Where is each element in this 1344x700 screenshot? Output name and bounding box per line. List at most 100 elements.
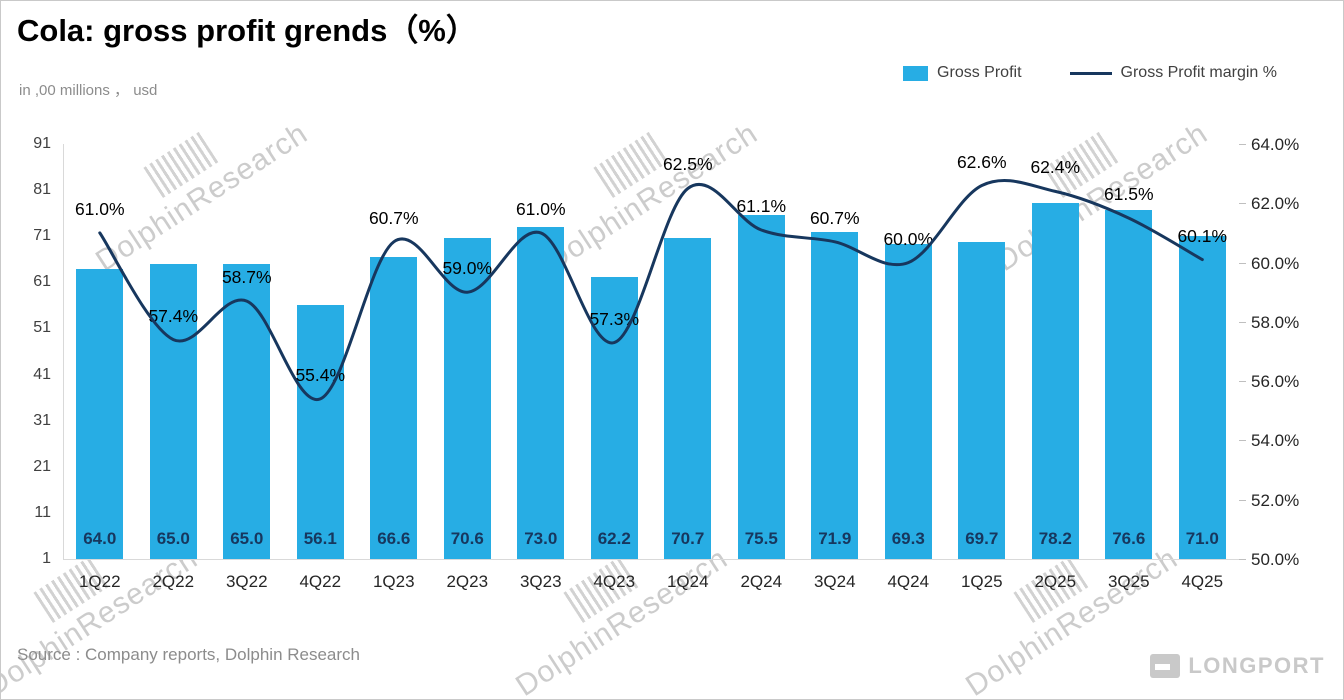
- right-axis-tick: [1239, 321, 1246, 323]
- margin-point-label: 62.6%: [956, 151, 1007, 172]
- margin-point-label: 60.1%: [1177, 225, 1228, 246]
- y-axis-line: [63, 144, 64, 559]
- right-axis-tick-label: 52.0%: [1251, 490, 1300, 510]
- margin-point-label: 60.7%: [368, 207, 419, 228]
- x-axis-label: 4Q24: [887, 572, 930, 591]
- bar-value-label: 75.5: [744, 529, 778, 548]
- x-axis-label: 4Q25: [1181, 572, 1224, 591]
- bar-value-label: 69.3: [891, 529, 925, 548]
- x-axis-label: 1Q25: [960, 572, 1003, 591]
- right-axis-tick: [1239, 144, 1246, 145]
- margin-point-label: 55.4%: [295, 364, 346, 385]
- margin-point-label: 62.5%: [662, 154, 713, 175]
- margin-point-label: 61.1%: [736, 195, 787, 216]
- bar-value-label: 71.0: [1185, 529, 1219, 548]
- left-axis-tick-label: 41: [33, 365, 51, 383]
- bar-value-label: 78.2: [1038, 529, 1072, 548]
- left-axis-tick-label: 1: [42, 550, 51, 567]
- bar: [811, 232, 859, 559]
- right-axis-tick-label: 50.0%: [1251, 550, 1300, 569]
- legend-bar-swatch: [903, 65, 929, 81]
- right-axis-tick: [1239, 559, 1246, 560]
- margin-point-label: 61.0%: [74, 198, 125, 219]
- bar: [76, 268, 124, 559]
- x-axis-label: 2Q22: [152, 572, 195, 591]
- left-axis-tick-label: 91: [33, 135, 51, 152]
- left-axis-tick-label: 71: [33, 227, 51, 245]
- longport-logo: LONGPORT: [1150, 653, 1325, 679]
- legend: Gross Profit Gross Profit margin %: [903, 64, 1277, 82]
- right-axis-tick-label: 64.0%: [1251, 135, 1300, 154]
- bar-value-label: 56.1: [303, 529, 337, 548]
- margin-point-label: 60.7%: [809, 207, 860, 228]
- x-axis-label: 4Q22: [299, 572, 342, 591]
- right-axis-tick: [1239, 203, 1246, 205]
- x-axis-label: 3Q23: [519, 572, 562, 591]
- margin-point-label: 57.3%: [589, 308, 640, 329]
- legend-line-swatch: [1069, 71, 1112, 75]
- right-axis-tick: [1239, 499, 1246, 501]
- left-axis-tick-label: 21: [33, 457, 51, 475]
- margin-point-label: 58.7%: [221, 267, 272, 288]
- longport-logo-text: LONGPORT: [1188, 653, 1325, 678]
- margin-point-label: 60.0%: [883, 228, 934, 249]
- bar: [1178, 236, 1226, 559]
- bar: [737, 215, 785, 559]
- margin-point-label: 62.4%: [1030, 157, 1081, 178]
- legend-line-label: Gross Profit margin %: [1120, 64, 1277, 81]
- bar-value-label: 70.6: [450, 529, 484, 548]
- bar: [370, 256, 418, 559]
- bar-value-label: 71.9: [818, 529, 852, 548]
- bar-value-label: 62.2: [597, 529, 631, 548]
- left-axis-tick-label: 51: [33, 319, 51, 337]
- x-axis-label: 3Q22: [225, 572, 268, 591]
- right-axis-tick-label: 54.0%: [1251, 431, 1300, 451]
- x-axis-label: 3Q25: [1107, 572, 1150, 591]
- bar: [1105, 210, 1153, 559]
- x-axis-label: 1Q24: [666, 572, 709, 591]
- bar: [1031, 203, 1079, 559]
- margin-point-label: 59.0%: [442, 258, 493, 279]
- left-axis-tick-label: 61: [33, 273, 51, 291]
- x-axis-label: 1Q22: [78, 572, 121, 591]
- source-note: Source : Company reports, Dolphin Resear…: [17, 645, 360, 664]
- bar: [296, 304, 344, 559]
- bar: [664, 237, 712, 559]
- legend-bar-label: Gross Profit: [937, 64, 1022, 81]
- left-axis-tick-label: 31: [33, 411, 51, 429]
- bar-value-label: 66.6: [377, 529, 411, 548]
- legend-item-gross-profit: Gross Profit: [903, 64, 1022, 82]
- bar: [223, 263, 271, 559]
- right-axis-tick: [1239, 440, 1246, 442]
- bar: [958, 242, 1006, 559]
- bar-value-label: 65.0: [156, 529, 190, 548]
- chart-title: Cola: gross profit grends（%）: [17, 13, 477, 48]
- left-axis-tick-label: 81: [33, 181, 51, 199]
- x-axis-label: 2Q23: [446, 572, 489, 591]
- longport-logo-icon: [1150, 654, 1181, 678]
- right-axis-tick: [1239, 381, 1246, 383]
- right-axis-tick-label: 58.0%: [1251, 312, 1300, 332]
- x-axis-label: 3Q24: [813, 572, 856, 591]
- margin-point-label: 57.4%: [148, 305, 199, 326]
- right-axis-tick-label: 62.0%: [1251, 194, 1300, 214]
- right-axis-tick-label: 60.0%: [1251, 253, 1300, 273]
- x-axis-line: [63, 559, 1239, 560]
- chart-subtitle: in ,00 millions ， usd: [19, 82, 158, 99]
- bar-value-label: 64.0: [83, 529, 117, 548]
- bar: [884, 244, 932, 559]
- margin-point-label: 61.5%: [1103, 184, 1154, 205]
- bar-value-label: 73.0: [524, 529, 558, 548]
- x-axis-label: 2Q24: [740, 572, 783, 591]
- x-axis-label: 2Q25: [1034, 572, 1077, 591]
- left-axis-tick-label: 11: [34, 503, 51, 521]
- margin-point-label: 61.0%: [515, 198, 566, 219]
- bar: [443, 238, 491, 559]
- bar-value-label: 69.7: [965, 529, 999, 548]
- right-axis-tick: [1239, 262, 1246, 264]
- x-axis-label: 4Q23: [593, 572, 636, 591]
- bar-value-label: 76.6: [1112, 529, 1146, 548]
- bar-value-label: 70.7: [671, 529, 705, 548]
